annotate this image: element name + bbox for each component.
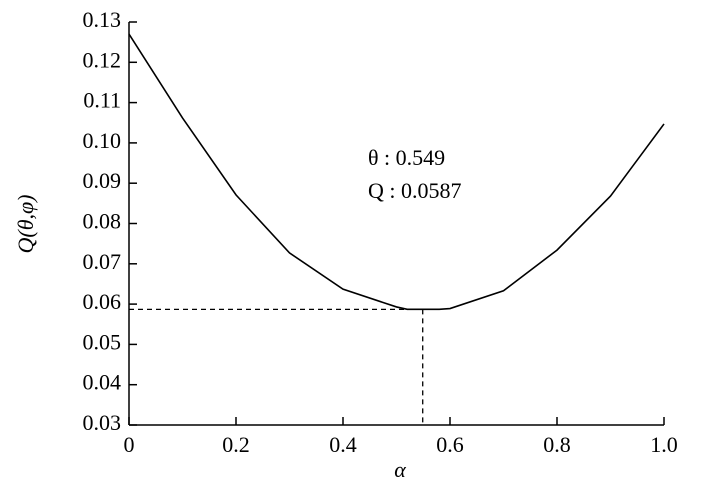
x-tick-label: 1.0 [650,432,678,457]
y-tick-label: 0.05 [83,329,122,354]
y-tick-label: 0.11 [83,88,121,113]
y-tick-label: 0.09 [83,168,122,193]
annotation-text: θ : 0.549 [368,145,445,170]
line-series [128,33,665,311]
y-tick-label: 0.06 [83,289,122,314]
y-tick-label: 0.12 [83,47,122,72]
y-tick-label: 0.10 [83,128,122,153]
x-tick-label: 0 [124,432,135,457]
y-tick-label: 0.04 [83,370,122,395]
x-tick-label: 0.6 [436,432,464,457]
y-tick-label: 0.07 [83,249,122,274]
x-tick-label: 0.2 [222,432,250,457]
x-axis-label: α [394,457,406,482]
annotation-text: Q : 0.0587 [368,178,462,203]
x-tick-label: 0.4 [329,432,357,457]
y-tick-label: 0.08 [83,209,122,234]
y-axis-label: Q(θ,φ) [13,194,38,253]
y-tick-label: 0.03 [83,410,122,435]
y-tick-label: 0.13 [83,7,122,32]
x-tick-label: 0.8 [543,432,571,457]
